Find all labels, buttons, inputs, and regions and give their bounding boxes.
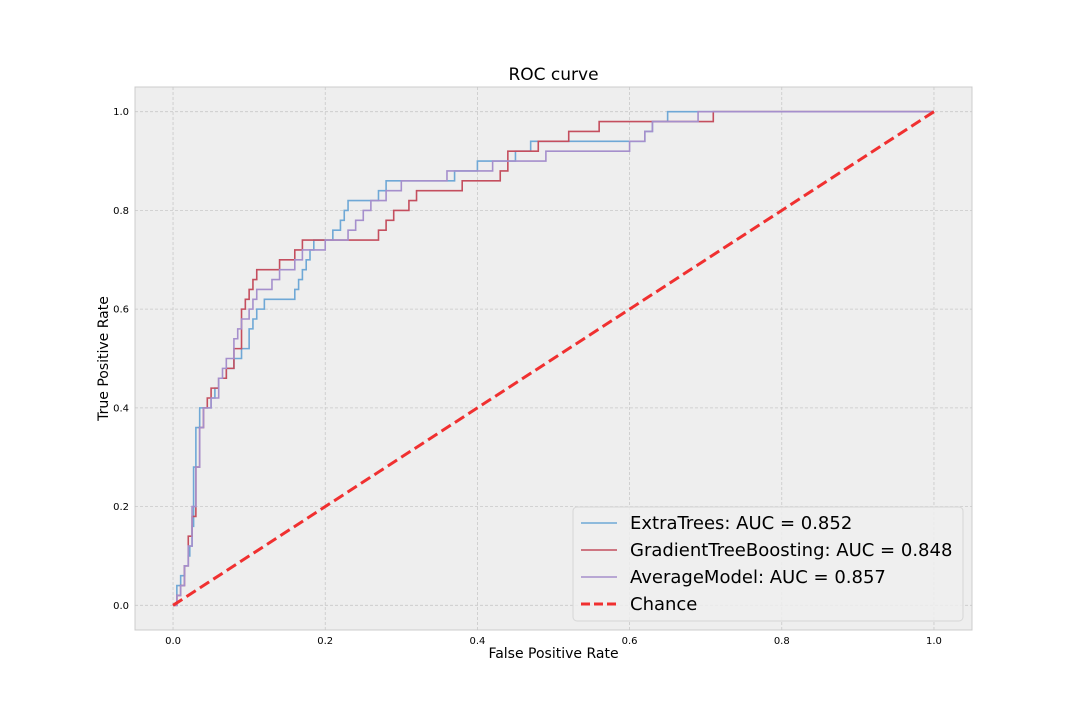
legend-entry-label: GradientTreeBoosting: AUC = 0.848 xyxy=(630,540,952,561)
legend-box xyxy=(572,506,964,622)
series-layer xyxy=(172,110,935,607)
series-line-averagemodel xyxy=(173,110,934,607)
x-tick-label: 0.6 xyxy=(622,636,638,647)
y-tick-label: 0.0 xyxy=(113,601,129,612)
x-tick-label: 0.8 xyxy=(774,636,790,647)
x-tick-label: 0.2 xyxy=(317,636,333,647)
y-tick-label: 0.2 xyxy=(113,502,129,513)
legend-entry-label: Chance xyxy=(630,594,697,615)
y-axis-label: True Positive Rate xyxy=(96,296,112,422)
legend-entry-label: ExtraTrees: AUC = 0.852 xyxy=(630,513,852,534)
chart-title: ROC curve xyxy=(508,65,598,85)
x-tick-label: 1.0 xyxy=(926,636,942,647)
axis-ticks: 0.0 0.2 0.4 0.6 0.8 1.0 0.0 0.2 0.4 0.6 0.8 1.0 xyxy=(113,107,942,647)
series-line-chance xyxy=(172,110,935,607)
y-tick-label: 0.6 xyxy=(113,305,129,316)
y-tick-label: 1.0 xyxy=(113,107,129,118)
x-tick-label: 0.4 xyxy=(469,636,485,647)
x-tick-label: 0.0 xyxy=(165,636,181,647)
x-axis-label: False Positive Rate xyxy=(488,646,618,662)
y-tick-label: 0.8 xyxy=(113,206,129,217)
legend: ExtraTrees: AUC = 0.852 GradientTreeBoost… xyxy=(572,506,964,622)
y-tick-label: 0.4 xyxy=(113,403,129,414)
legend-entry-label: AverageModel: AUC = 0.857 xyxy=(630,567,886,588)
